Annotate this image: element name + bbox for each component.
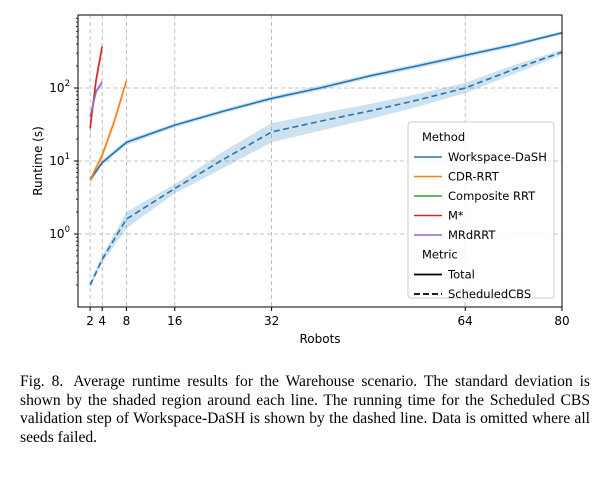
legend: Method Workspace-DaSH CDR-RRT Composite RRT…	[407, 121, 555, 301]
legend-method-title: Method	[422, 130, 465, 144]
legend-entry: CDR-RRT	[448, 170, 500, 184]
line-CDR-RRT-Total	[89, 80, 128, 181]
series-lines	[89, 32, 563, 286]
y-tick-label: 100	[49, 225, 70, 241]
runtime-chart: 2 4 8 16 32 64 80 100 101 102 Robots Runtime (s)…	[31, 14, 570, 346]
line-Workspace-DaSH-Total	[89, 32, 563, 181]
x-tick-label: 16	[167, 314, 182, 328]
legend-entry: Composite RRT	[448, 189, 536, 203]
x-tick-label: 8	[123, 314, 131, 328]
line-M*-Total	[89, 46, 103, 129]
x-tick-label: 32	[264, 314, 279, 328]
line-MRdRRT-Total	[89, 81, 103, 118]
legend-metric-title: Metric	[422, 248, 458, 262]
y-tick-label: 101	[49, 152, 70, 168]
x-tick-label: 4	[98, 314, 106, 328]
x-tick-label: 80	[554, 314, 569, 328]
figure-caption: Fig. 8. Average runtime results for the W…	[20, 373, 590, 447]
legend-entry: MRdRRT	[448, 228, 496, 242]
line-Workspace-DaSH-ScheduledCBS	[89, 51, 563, 286]
legend-entry: M*	[448, 209, 464, 223]
legend-box	[407, 121, 555, 299]
y-axis-label: Runtime (s)	[31, 126, 45, 196]
legend-metric-entry: Total	[447, 268, 475, 282]
y-axis-ticks: 100 101 102	[49, 17, 78, 286]
caption-label: Fig. 8.	[20, 373, 64, 390]
x-axis-label: Robots	[299, 332, 340, 346]
x-tick-label: 2	[86, 314, 94, 328]
band-Workspace-DaSH-Total	[90, 31, 562, 183]
legend-metric-entry: ScheduledCBS	[448, 287, 531, 301]
y-tick-label: 102	[49, 79, 70, 95]
caption-text: Average runtime results for the Warehous…	[20, 373, 590, 446]
x-tick-label: 64	[458, 314, 473, 328]
band-Workspace-DaSH-ScheduledCBS	[90, 49, 562, 289]
x-axis-ticks: 2 4 8 16 32 64 80	[86, 307, 570, 328]
legend-entry: Workspace-DaSH	[448, 150, 547, 164]
